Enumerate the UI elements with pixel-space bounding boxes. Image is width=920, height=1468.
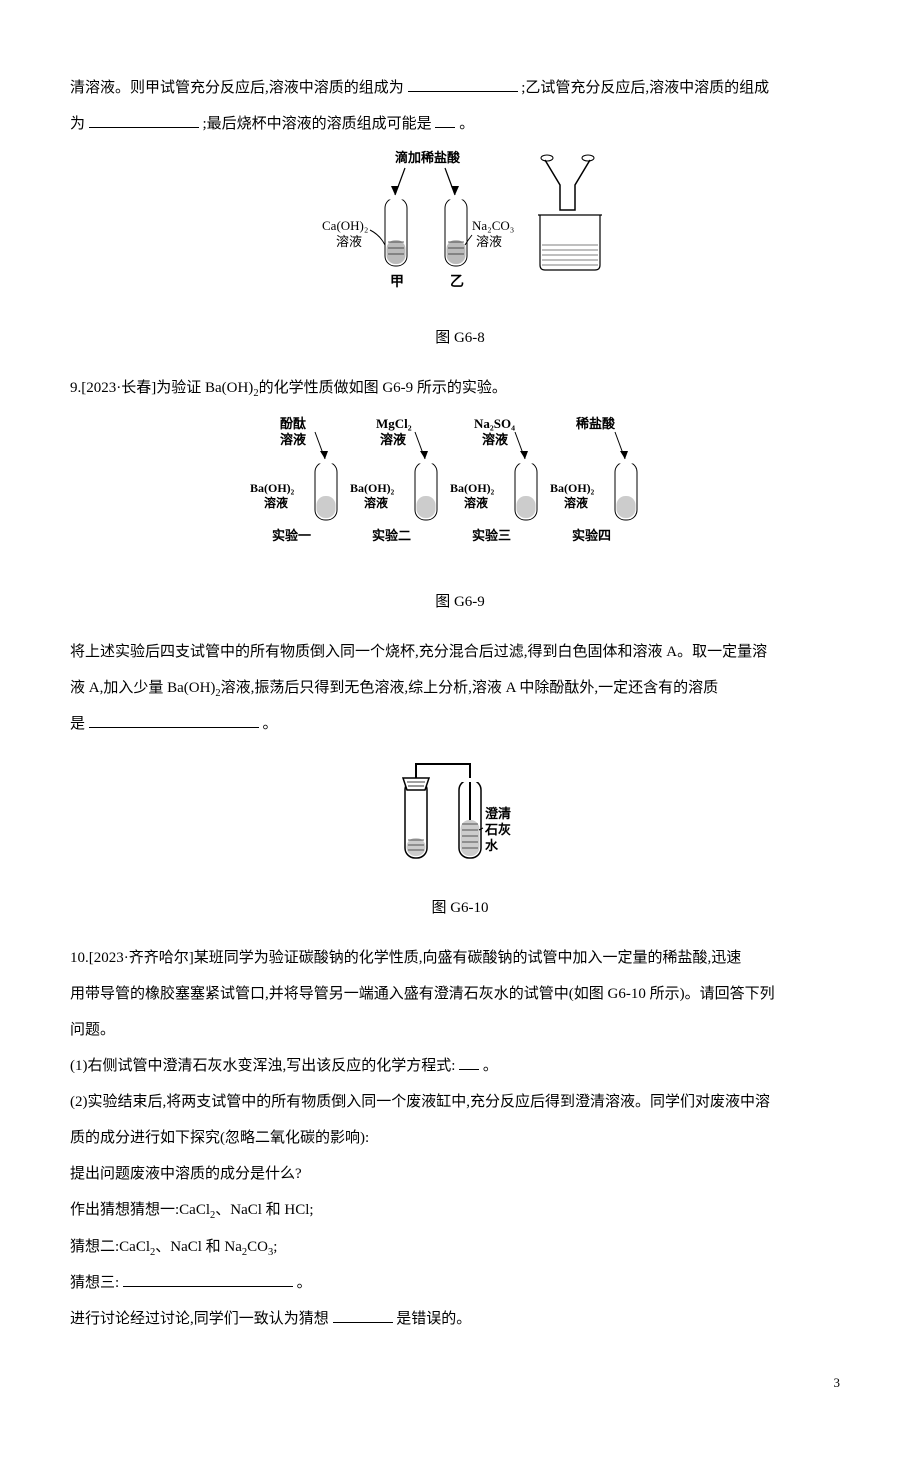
q10-1: (1)右侧试管中澄清石灰水变浑浊,写出该反应的化学方程式: 。 bbox=[70, 1048, 850, 1084]
svg-text:Na₂SO₄: Na₂SO₄ bbox=[474, 416, 515, 431]
para-1b: 为 ;最后烧杯中溶液的溶质组成可能是 。 bbox=[70, 106, 850, 142]
fig3-l2: 石灰 bbox=[484, 822, 511, 837]
g1-t2: 、NaCl 和 HCl; bbox=[215, 1202, 313, 1218]
figure-g6-9: 酚酞 溶液 Ba(OH)₂ 溶液 实验一 MgCl₂ 溶液 Ba(OH)₂ 溶液… bbox=[70, 414, 850, 578]
para-1: 清溶液。则甲试管充分反应后,溶液中溶质的组成为 ;乙试管充分反应后,溶液中溶质的… bbox=[70, 70, 850, 106]
q10-t2: 用带导管的橡胶塞塞紧试管口,并将导管另一端通入盛有澄清石灰水的试管中(如图 G6… bbox=[70, 986, 775, 1002]
blank-1 bbox=[408, 76, 518, 92]
q10-1-t2: 。 bbox=[483, 1058, 498, 1074]
svg-text:溶液: 溶液 bbox=[482, 432, 508, 447]
q9-suffix: 的化学性质做如图 G6-9 所示的实验。 bbox=[259, 380, 507, 396]
g2-t4: ; bbox=[273, 1239, 277, 1255]
q10-t3: 问题。 bbox=[70, 1022, 115, 1038]
blank-4 bbox=[89, 712, 259, 728]
svg-text:实验二: 实验二 bbox=[372, 528, 411, 543]
svg-text:Ba(OH)₂: Ba(OH)₂ bbox=[350, 481, 395, 495]
para-2a: 将上述实验后四支试管中的所有物质倒入同一个烧杯,充分混合后过滤,得到白色固体和溶… bbox=[70, 634, 850, 670]
q10-p3: 问题。 bbox=[70, 1012, 850, 1048]
figure-g6-8: 滴加稀盐酸 Ca(OH)₂ 溶液 Na₂CO₃ 溶液 甲 乙 bbox=[70, 150, 850, 314]
svg-text:酚酞: 酚酞 bbox=[280, 416, 307, 431]
q10-2-t1: (2)实验结束后,将两支试管中的所有物质倒入同一个废液缸中,充分反应后得到澄清溶… bbox=[70, 1094, 770, 1110]
svg-text:溶液: 溶液 bbox=[464, 495, 488, 510]
tube-jia bbox=[385, 198, 407, 266]
q10-2-t2: 质的成分进行如下探究(忽略二氧化碳的影响): bbox=[70, 1130, 369, 1146]
y-tube-beaker bbox=[538, 155, 602, 270]
para-2c: 是 。 bbox=[70, 706, 850, 742]
figure-g6-10: 澄清 石灰 水 bbox=[70, 750, 850, 884]
q10-p1: 10.[2023·齐齐哈尔]某班同学为验证碳酸钠的化学性质,向盛有碳酸钠的试管中… bbox=[70, 940, 850, 976]
fig1-yi: 乙 bbox=[450, 274, 464, 290]
blank-5 bbox=[459, 1054, 479, 1070]
q10-1-t1: (1)右侧试管中澄清石灰水变浑浊,写出该反应的化学方程式: bbox=[70, 1058, 455, 1074]
blank-2 bbox=[89, 112, 199, 128]
q10-p2: 用带导管的橡胶塞塞紧试管口,并将导管另一端通入盛有澄清石灰水的试管中(如图 G6… bbox=[70, 976, 850, 1012]
p2-t2: 液 A,加入少量 Ba(OH) bbox=[70, 680, 215, 696]
p1-t4: ;最后烧杯中溶液的溶质组成可能是 bbox=[203, 116, 432, 132]
svg-text:溶液: 溶液 bbox=[280, 432, 306, 447]
svg-text:Ba(OH)₂: Ba(OH)₂ bbox=[450, 481, 495, 495]
svg-text:溶液: 溶液 bbox=[564, 495, 588, 510]
p1-t3: 为 bbox=[70, 116, 85, 132]
fig1-left1: Ca(OH)₂ bbox=[322, 218, 368, 233]
blank-3 bbox=[435, 112, 455, 128]
q10-guess1: 作出猜想猜想一:CaCl2、NaCl 和 HCl; bbox=[70, 1192, 850, 1228]
p2-t5: 。 bbox=[263, 716, 278, 732]
svg-text:Ba(OH)₂: Ba(OH)₂ bbox=[550, 481, 595, 495]
q10-t1: 10.[2023·齐齐哈尔]某班同学为验证碳酸钠的化学性质,向盛有碳酸钠的试管中… bbox=[70, 950, 741, 966]
caption-g6-8: 图 G6-8 bbox=[70, 320, 850, 356]
svg-text:实验四: 实验四 bbox=[572, 528, 611, 543]
q10-question: 提出问题废液中溶质的成分是什么? bbox=[70, 1156, 850, 1192]
p2-t4: 是 bbox=[70, 716, 85, 732]
svg-text:溶液: 溶液 bbox=[264, 495, 288, 510]
svg-text:稀盐酸: 稀盐酸 bbox=[576, 416, 616, 431]
blank-7 bbox=[333, 1307, 393, 1323]
d-t2: 是错误的。 bbox=[396, 1311, 471, 1327]
caption-g6-10: 图 G6-10 bbox=[70, 890, 850, 926]
para-2b: 液 A,加入少量 Ba(OH)2溶液,振荡后只得到无色溶液,综上分析,溶液 A … bbox=[70, 670, 850, 706]
fig1-right2: 溶液 bbox=[476, 234, 502, 249]
d-t1: 进行讨论经过讨论,同学们一致认为猜想 bbox=[70, 1311, 329, 1327]
p2-t1: 将上述实验后四支试管中的所有物质倒入同一个烧杯,充分混合后过滤,得到白色固体和溶… bbox=[70, 644, 767, 660]
blank-6 bbox=[123, 1271, 293, 1287]
g2-t1: 猜想二:CaCl bbox=[70, 1239, 150, 1255]
fig3-l1: 澄清 bbox=[485, 806, 511, 821]
fig1-right1: Na₂CO₃ bbox=[472, 218, 514, 233]
fig1-left2: 溶液 bbox=[336, 234, 362, 249]
g3-t1: 猜想三: bbox=[70, 1275, 119, 1291]
g3-t2: 。 bbox=[297, 1275, 312, 1291]
q9-intro: 9.[2023·长春]为验证 Ba(OH)2的化学性质做如图 G6-9 所示的实… bbox=[70, 370, 850, 406]
tube-yi bbox=[445, 198, 467, 266]
page-number: 3 bbox=[70, 1367, 850, 1398]
p1-t1: 清溶液。则甲试管充分反应后,溶液中溶质的组成为 bbox=[70, 80, 404, 96]
svg-text:Ba(OH)₂: Ba(OH)₂ bbox=[250, 481, 295, 495]
q10-guess2: 猜想二:CaCl2、NaCl 和 Na2CO3; bbox=[70, 1229, 850, 1265]
g2-t3: CO bbox=[247, 1239, 268, 1255]
fig3-l3: 水 bbox=[485, 838, 499, 853]
p1-t5: 。 bbox=[459, 116, 474, 132]
q10-discuss: 进行讨论经过讨论,同学们一致认为猜想 是错误的。 bbox=[70, 1301, 850, 1337]
q10-2a: (2)实验结束后,将两支试管中的所有物质倒入同一个废液缸中,充分反应后得到澄清溶… bbox=[70, 1084, 850, 1120]
p2-t3: 溶液,振荡后只得到无色溶液,综上分析,溶液 A 中除酚酞外,一定还含有的溶质 bbox=[221, 680, 719, 696]
fig1-top: 滴加稀盐酸 bbox=[395, 150, 461, 165]
svg-text:溶液: 溶液 bbox=[364, 495, 388, 510]
q10-guess3: 猜想三: 。 bbox=[70, 1265, 850, 1301]
caption-g6-9: 图 G6-9 bbox=[70, 584, 850, 620]
g1-t1: 作出猜想猜想一:CaCl bbox=[70, 1202, 210, 1218]
q9-prefix: 9.[2023·长春]为验证 Ba(OH) bbox=[70, 380, 253, 396]
svg-text:溶液: 溶液 bbox=[380, 432, 406, 447]
q10-2b: 质的成分进行如下探究(忽略二氧化碳的影响): bbox=[70, 1120, 850, 1156]
svg-text:实验三: 实验三 bbox=[472, 528, 511, 543]
p1-t2: ;乙试管充分反应后,溶液中溶质的组成 bbox=[521, 80, 769, 96]
svg-text:实验一: 实验一 bbox=[272, 528, 311, 543]
fig1-jia: 甲 bbox=[390, 274, 404, 290]
g2-t2: 、NaCl 和 Na bbox=[155, 1239, 242, 1255]
svg-text:MgCl₂: MgCl₂ bbox=[376, 416, 412, 431]
